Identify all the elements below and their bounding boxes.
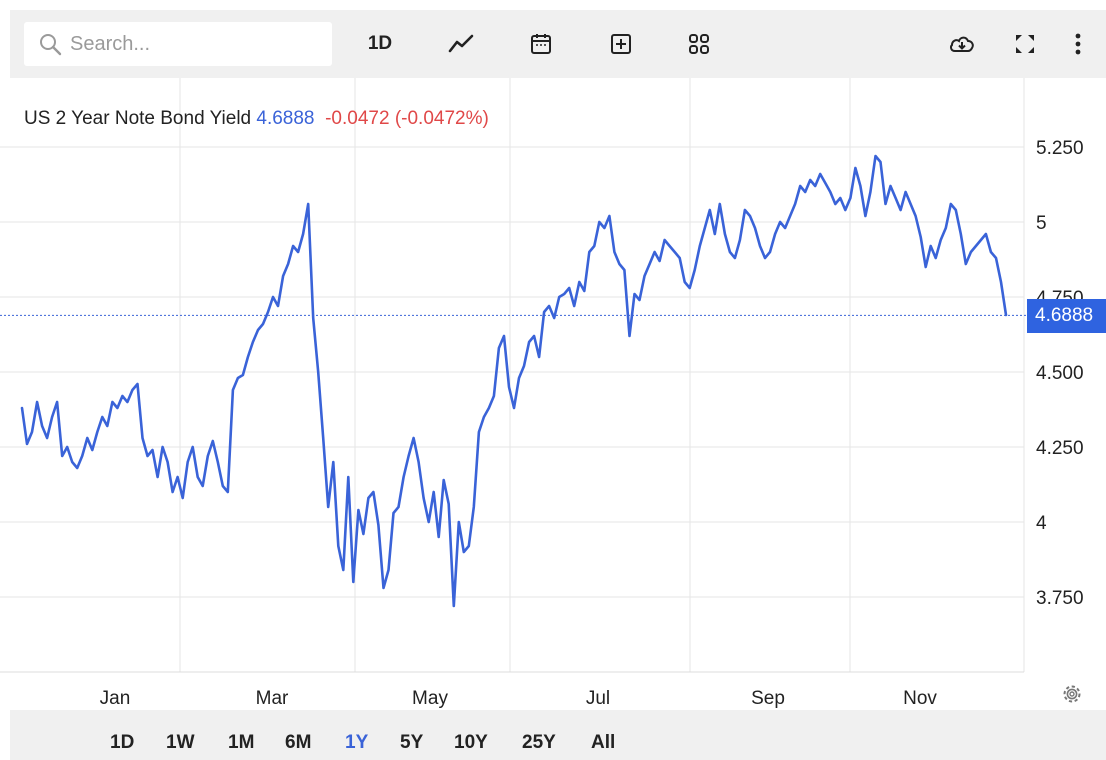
download-button[interactable] [946,32,978,56]
range-button-1w[interactable]: 1W [166,732,195,753]
search-icon [40,34,62,56]
range-button-1d[interactable]: 1D [110,732,135,753]
x-tick-label: Mar [256,688,289,709]
fullscreen-icon [1016,35,1034,53]
line-chart-icon [448,34,474,53]
settings-gear-icon[interactable] [1058,680,1086,708]
search-box[interactable] [24,22,332,66]
y-tick-label: 4.500 [1036,363,1084,384]
calendar-icon [531,34,551,54]
change-value: -0.0472 [325,108,390,129]
range-button-25y[interactable]: 25Y [522,732,556,753]
grid-icon [689,34,709,54]
y-tick-label: 5.250 [1036,138,1084,159]
last-value: 4.6888 [256,108,315,129]
last-price-tag: 4.6888 [1027,299,1106,333]
change-percent: (-0.0472%) [394,108,489,129]
plus-box-icon [611,34,631,54]
range-button-5y[interactable]: 5Y [400,732,424,753]
layout-button[interactable] [684,32,714,56]
more-menu-button[interactable] [1068,32,1088,56]
range-button-1m[interactable]: 1M [228,732,255,753]
cloud-download-icon [950,36,974,52]
chart-header: US 2 Year Note Bond Yield 4.6888 -0.0472… [24,108,489,130]
x-tick-label: Jul [586,688,610,709]
yield-chart[interactable]: 5.25054.7504.5004.25043.750JanMarMayJulS… [0,78,1106,710]
interval-button[interactable]: 1D [367,33,393,54]
range-button-all[interactable]: All [591,732,616,753]
range-button-10y[interactable]: 10Y [454,732,488,753]
fullscreen-button[interactable] [1010,32,1040,56]
y-tick-label: 4 [1036,513,1047,534]
add-indicator-button[interactable] [606,32,636,56]
range-selector: 1D 1W 1M 6M 1Y 5Y 10Y 25Y All [10,710,1106,760]
x-tick-label: Sep [751,688,785,709]
search-input[interactable] [68,31,322,57]
x-tick-label: Jan [100,688,131,709]
x-tick-label: Nov [903,688,937,709]
range-button-6m[interactable]: 6M [285,732,312,753]
y-tick-label: 5 [1036,213,1047,234]
calendar-button[interactable] [526,32,556,56]
more-vert-icon [1075,33,1081,55]
instrument-name: US 2 Year Note Bond Yield [24,108,252,129]
series-line [20,154,1008,608]
range-button-1y[interactable]: 1Y [345,732,369,753]
y-tick-label: 4.250 [1036,438,1084,459]
x-tick-label: May [412,688,448,709]
chart-toolbar: 1D [10,10,1106,78]
chart-type-button[interactable] [446,32,476,56]
y-tick-label: 3.750 [1036,588,1084,609]
